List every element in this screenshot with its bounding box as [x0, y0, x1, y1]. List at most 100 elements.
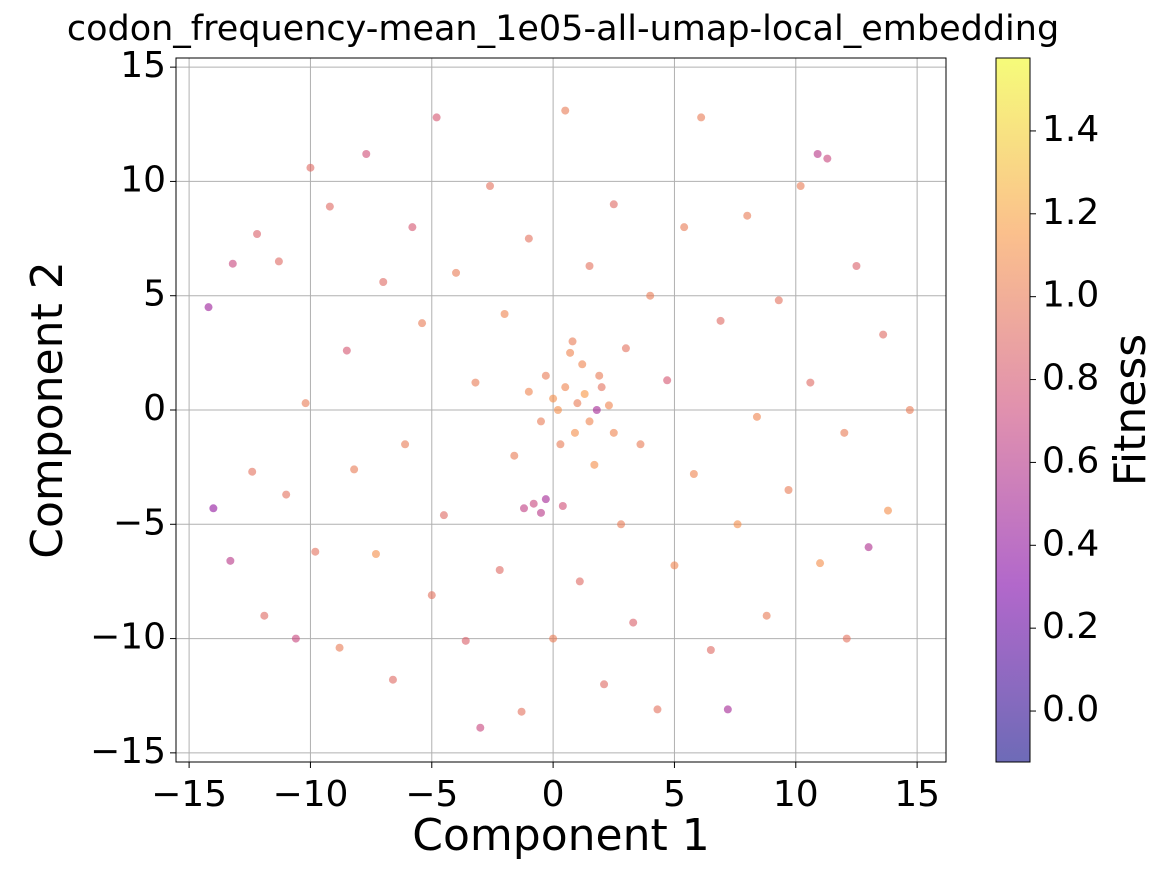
scatter-point — [524, 387, 533, 396]
colorbar-tick-label: 1.4 — [1042, 109, 1099, 150]
scatter-point — [796, 182, 805, 190]
scatter-point — [852, 262, 861, 270]
scatter-point — [604, 401, 613, 410]
colorbar-tick-label: 0.4 — [1042, 523, 1099, 564]
y-tick-label: 10 — [120, 159, 166, 200]
x-tick-label: −15 — [151, 774, 227, 815]
scatter-point — [439, 511, 448, 520]
scatter-point — [864, 543, 873, 552]
x-axis-label: Component 1 — [412, 810, 709, 861]
scatter-point — [723, 705, 732, 714]
scatter-point — [884, 506, 893, 515]
scatter-point — [260, 611, 269, 620]
scatter-point — [597, 383, 606, 392]
scatter-point — [689, 470, 698, 478]
scatter-point — [519, 504, 528, 513]
scatter-point — [362, 150, 371, 158]
scatter-point — [553, 406, 562, 414]
scatter-point — [452, 268, 461, 277]
scatter-point — [486, 182, 495, 190]
scatter-point — [471, 378, 480, 387]
scatter-point — [432, 113, 441, 122]
axes-frame — [175, 57, 947, 763]
scatter-point — [311, 547, 320, 556]
scatter-point — [905, 406, 914, 414]
scatter-point — [840, 428, 849, 437]
scatter-point — [350, 465, 359, 474]
scatter-point — [680, 223, 689, 232]
scatter-point — [575, 577, 584, 586]
scatter-point — [561, 383, 570, 392]
scatter-point — [585, 262, 594, 270]
scatter-point — [842, 634, 851, 643]
scatter-point — [500, 310, 509, 318]
scatter-point — [342, 346, 351, 355]
colorbar-tick-label: 0.0 — [1042, 689, 1099, 730]
scatter-point — [388, 675, 397, 684]
scatter-point — [621, 344, 630, 353]
scatter-point — [561, 106, 570, 115]
scatter-point — [716, 316, 725, 325]
scatter-point — [774, 296, 783, 305]
scatter-point — [816, 559, 825, 568]
x-tick-label: 15 — [894, 774, 940, 815]
y-tick-label: −5 — [113, 502, 166, 543]
scatter-point — [813, 150, 822, 158]
scatter-point — [291, 634, 300, 643]
scatter-point — [209, 504, 218, 513]
scatter-point — [524, 234, 533, 243]
scatter-point — [570, 428, 579, 437]
x-tick-label: 10 — [773, 774, 819, 815]
scatter-point — [549, 634, 558, 643]
y-tick-label: 0 — [143, 388, 166, 429]
x-tick-label: −10 — [272, 774, 348, 815]
scatter-point — [592, 406, 601, 414]
scatter-point — [806, 378, 815, 387]
scatter-point — [609, 428, 618, 437]
scatter-point — [529, 499, 538, 508]
scatter-point — [568, 337, 577, 346]
scatter-point — [282, 490, 291, 499]
scatter-point — [517, 707, 526, 716]
colorbar-tick-label: 1.2 — [1042, 192, 1099, 233]
colorbar-tick-label: 0.6 — [1042, 440, 1099, 481]
scatter-point — [706, 646, 715, 654]
scatter-point — [609, 200, 618, 209]
scatter-point — [325, 202, 334, 211]
scatter-point — [595, 371, 604, 380]
scatter-point — [600, 680, 609, 689]
scatter-point — [408, 223, 417, 232]
scatter-point — [204, 303, 213, 312]
colorbar-tick-label: 0.8 — [1042, 358, 1099, 399]
x-tick-label: −5 — [405, 774, 458, 815]
scatter-point — [549, 394, 558, 403]
scatter-point — [427, 591, 436, 600]
x-tick-label: 5 — [663, 774, 686, 815]
scatter-point — [510, 451, 519, 460]
scatter-point — [248, 467, 257, 476]
colorbar-tick-label: 0.2 — [1042, 606, 1099, 647]
scatter-point — [558, 502, 567, 510]
scatter-point — [306, 163, 315, 172]
scatter-point — [646, 291, 655, 300]
colorbar-label: Fitness — [1105, 334, 1156, 486]
scatter-point — [556, 440, 565, 449]
scatter-point — [784, 486, 793, 494]
scatter-point — [371, 550, 380, 558]
scatter-point — [580, 390, 589, 398]
scatter-point — [495, 566, 504, 574]
scatter-point — [743, 211, 752, 220]
scatter-point — [823, 154, 832, 163]
scatter-point — [879, 330, 888, 339]
scatter-point — [379, 278, 388, 286]
colorbar — [996, 58, 1030, 762]
scatter-point — [636, 440, 645, 449]
chart-title: codon_frequency-mean_1e05-all-umap-local… — [67, 9, 1059, 49]
scatter-point — [274, 257, 283, 266]
scatter-point — [536, 508, 545, 517]
y-tick-label: −10 — [90, 617, 166, 658]
scatter-point — [335, 643, 344, 652]
scatter-point — [573, 399, 582, 408]
y-tick-label: −15 — [90, 731, 166, 772]
colorbar-tick-label: 1.0 — [1042, 275, 1099, 316]
